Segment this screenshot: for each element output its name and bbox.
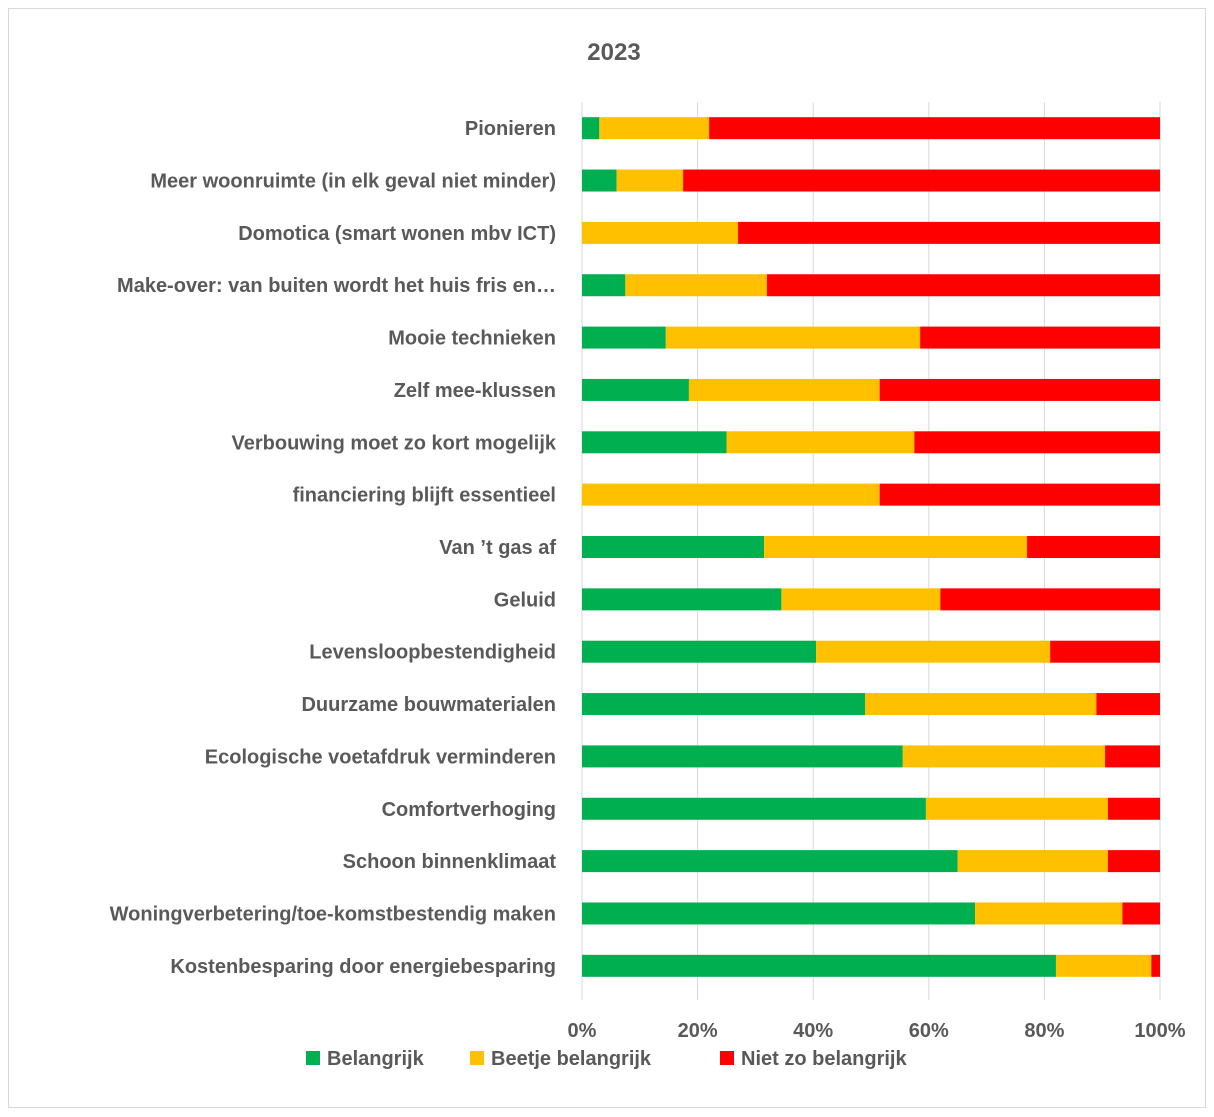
bar-segment bbox=[1151, 954, 1160, 977]
bar-segment bbox=[582, 745, 903, 768]
bar-segment bbox=[1105, 745, 1160, 768]
bar-segment bbox=[940, 588, 1160, 611]
legend-swatch bbox=[720, 1051, 734, 1065]
bar-segment bbox=[582, 902, 976, 925]
bar-segment bbox=[1122, 902, 1160, 925]
bar-segment bbox=[616, 169, 684, 192]
bar-segment bbox=[582, 954, 1056, 977]
category-label: Verbouwing moet zo kort mogelijk bbox=[232, 432, 557, 454]
bar-segment bbox=[625, 274, 767, 297]
bar-segment bbox=[582, 378, 689, 401]
x-tick-label: 20% bbox=[678, 1020, 718, 1042]
bar-segment bbox=[1107, 850, 1160, 873]
category-label: Domotica (smart wonen mbv ICT) bbox=[238, 223, 556, 245]
bar-segment bbox=[1096, 693, 1160, 716]
bar-segment bbox=[914, 431, 1160, 454]
bars bbox=[582, 117, 1160, 977]
legend-label: Niet zo belangrijk bbox=[741, 1048, 907, 1070]
bar-segment bbox=[582, 326, 666, 349]
bar-segment bbox=[902, 745, 1106, 768]
bar-segment bbox=[1050, 640, 1160, 663]
bar-segment bbox=[766, 274, 1160, 297]
bar-segment bbox=[582, 536, 765, 558]
category-label: Comfortverhoging bbox=[382, 799, 556, 821]
x-tick-label: 100% bbox=[1134, 1020, 1185, 1042]
bar-segment bbox=[582, 640, 817, 663]
category-label: Kostenbesparing door energiebesparing bbox=[170, 956, 556, 978]
bar-segment bbox=[1107, 797, 1160, 820]
bar-segment bbox=[865, 693, 1097, 716]
bar-segment bbox=[683, 169, 1160, 192]
bar-segment bbox=[582, 797, 926, 820]
category-label: Levensloopbestendigheid bbox=[309, 642, 556, 664]
bar-segment bbox=[582, 483, 880, 506]
category-label: Geluid bbox=[494, 589, 556, 611]
bar-segment bbox=[599, 117, 710, 140]
bar-segment bbox=[582, 221, 739, 244]
category-label: Meer woonruimte (in elk geval niet minde… bbox=[150, 171, 556, 193]
category-label: Duurzame bouwmaterialen bbox=[301, 694, 556, 716]
category-label: Woningverbetering/toe-komstbestendig mak… bbox=[110, 903, 556, 925]
category-label: Ecologische voetafdruk verminderen bbox=[205, 746, 556, 768]
legend-label: Beetje belangrijk bbox=[491, 1048, 652, 1070]
bar-segment bbox=[1027, 536, 1160, 558]
category-label: Mooie technieken bbox=[388, 328, 556, 350]
category-label: Zelf mee-klussen bbox=[394, 380, 556, 402]
x-tick-label: 40% bbox=[793, 1020, 833, 1042]
bar-segment bbox=[764, 536, 1028, 558]
bar-segment bbox=[925, 797, 1108, 820]
legend-swatch bbox=[306, 1051, 320, 1065]
bar-segment bbox=[582, 274, 626, 297]
bar-segment bbox=[665, 326, 921, 349]
chart-title: 2023 bbox=[587, 39, 640, 66]
bar-segment bbox=[781, 588, 941, 611]
bar-segment bbox=[582, 117, 600, 140]
category-label: financiering blijft essentieel bbox=[293, 485, 556, 507]
x-axis-ticks: 0% 20% 40% 60% 80% 100% bbox=[568, 1020, 1186, 1042]
bar-segment bbox=[975, 902, 1123, 925]
category-labels: Pionieren Meer woonruimte (in elk geval n… bbox=[110, 118, 557, 978]
x-tick-label: 80% bbox=[1024, 1020, 1064, 1042]
bar-segment bbox=[582, 431, 727, 454]
x-tick-label: 60% bbox=[909, 1020, 949, 1042]
bar-segment bbox=[1055, 954, 1152, 977]
bar-segment bbox=[879, 483, 1160, 506]
category-label: Schoon binnenklimaat bbox=[343, 851, 557, 873]
bar-segment bbox=[726, 431, 915, 454]
legend: Belangrijk Beetje belangrijk Niet zo belan… bbox=[306, 1048, 907, 1070]
category-label: Make-over: van buiten wordt het huis fri… bbox=[117, 275, 556, 297]
bar-segment bbox=[688, 378, 880, 401]
bar-segment bbox=[957, 850, 1108, 873]
bar-segment bbox=[582, 850, 958, 873]
bar-segment bbox=[582, 169, 617, 192]
x-tick-label: 0% bbox=[568, 1020, 597, 1042]
bar-segment bbox=[582, 693, 866, 716]
bar-segment bbox=[816, 640, 1051, 663]
bar-segment bbox=[879, 378, 1160, 401]
bar-segment bbox=[709, 117, 1160, 140]
legend-label: Belangrijk bbox=[327, 1048, 425, 1070]
bar-segment bbox=[582, 588, 782, 611]
bar-segment bbox=[738, 221, 1160, 244]
category-label: Van ’t gas af bbox=[439, 537, 556, 559]
bar-segment bbox=[920, 326, 1160, 349]
category-label: Pionieren bbox=[465, 118, 556, 140]
legend-swatch bbox=[470, 1051, 484, 1065]
